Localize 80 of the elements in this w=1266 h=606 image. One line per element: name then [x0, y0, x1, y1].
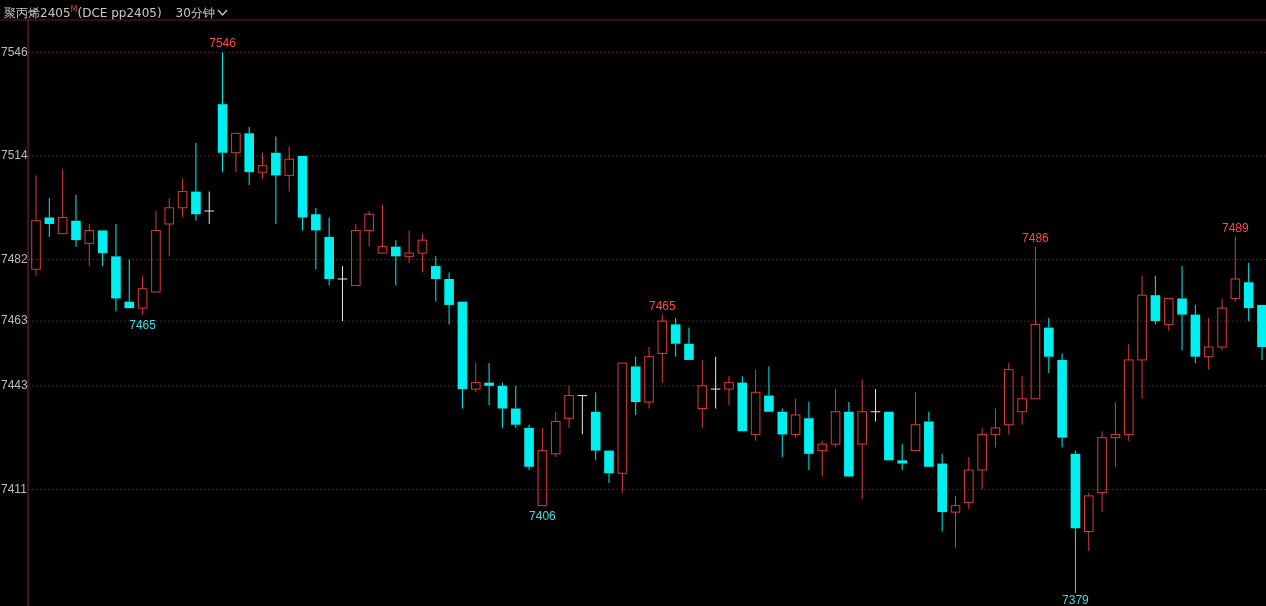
y-tick-label: 7546 [1, 44, 29, 59]
candlestick [990, 408, 1001, 448]
candlestick [777, 408, 788, 458]
candlestick [524, 424, 534, 471]
candlestick [710, 356, 721, 410]
candlestick [897, 443, 907, 471]
y-tick-label: 7463 [1, 313, 29, 328]
candlestick [1203, 317, 1214, 371]
annotation: 7489 [1222, 220, 1250, 235]
candlestick [697, 359, 708, 429]
candlestick [337, 265, 348, 322]
candlestick [444, 272, 454, 325]
candlestick [1177, 265, 1187, 351]
candlestick [484, 362, 494, 406]
candlestick [44, 197, 55, 238]
candlestick [271, 136, 281, 225]
y-tick-label: 7482 [1, 251, 29, 266]
candlestick [1017, 375, 1027, 426]
candlestick [324, 216, 334, 286]
candlestick [670, 317, 681, 358]
candlestick [430, 255, 441, 303]
chart-subtitle: 30分钟 [175, 6, 216, 20]
candlestick [244, 126, 255, 186]
annotation: 7486 [1022, 230, 1050, 245]
candlestick [497, 382, 508, 429]
candlestick [630, 356, 641, 416]
candlestick [564, 385, 574, 429]
candlestick [111, 223, 121, 312]
candlestick [550, 411, 561, 458]
candlestick [1243, 262, 1254, 322]
candlestick [964, 456, 974, 510]
candlestick [1057, 352, 1067, 448]
candlestick [870, 388, 881, 422]
candlestick [950, 495, 961, 549]
candlestick [217, 51, 228, 173]
candlestick [644, 346, 654, 410]
candlestick [257, 152, 268, 180]
annotation: 7379 [1062, 593, 1090, 606]
candlestick [1097, 430, 1107, 513]
candlestick [790, 398, 801, 439]
candlestick [164, 197, 175, 257]
candlestick [391, 239, 401, 286]
y-tick-label: 7411 [1, 481, 28, 496]
candlestick [937, 453, 947, 533]
annotation: 7465 [648, 298, 676, 313]
candlestick [1004, 362, 1014, 435]
chart-title: 聚丙烯2405$^{M}$(DCE pp2405) [4, 5, 162, 20]
y-tick-label: 7443 [1, 378, 29, 393]
candlestick [71, 194, 81, 248]
annotation: 7546 [209, 36, 237, 51]
candlestick [284, 145, 294, 193]
candlestick [1217, 297, 1227, 351]
candlestick [1070, 450, 1081, 594]
candlestick [404, 229, 414, 264]
candlestick [364, 210, 374, 248]
candlestick [1137, 275, 1147, 400]
annotation: 7406 [529, 508, 557, 523]
candlestick [84, 223, 95, 267]
candlestick [510, 385, 521, 429]
candlestick [1043, 317, 1054, 374]
candlestick [1190, 304, 1201, 364]
candlestick [1150, 275, 1161, 325]
candlestick [191, 142, 201, 222]
candlestick [857, 378, 868, 500]
candlestick [750, 369, 761, 442]
candlestick [590, 391, 601, 461]
candlestick [417, 233, 428, 274]
candlestick [977, 427, 987, 490]
candlestick [203, 191, 215, 225]
candlestick [311, 207, 321, 270]
candlestick [1230, 236, 1241, 303]
y-tick-label: 7514 [1, 148, 29, 163]
candlestick [31, 174, 41, 277]
candlestick [724, 375, 734, 406]
candlestick [1123, 343, 1134, 442]
annotation: 7465 [129, 317, 157, 332]
candlestick [177, 178, 188, 218]
candlestick [1110, 401, 1121, 468]
candlestick [137, 275, 148, 316]
candlestick [804, 401, 814, 471]
